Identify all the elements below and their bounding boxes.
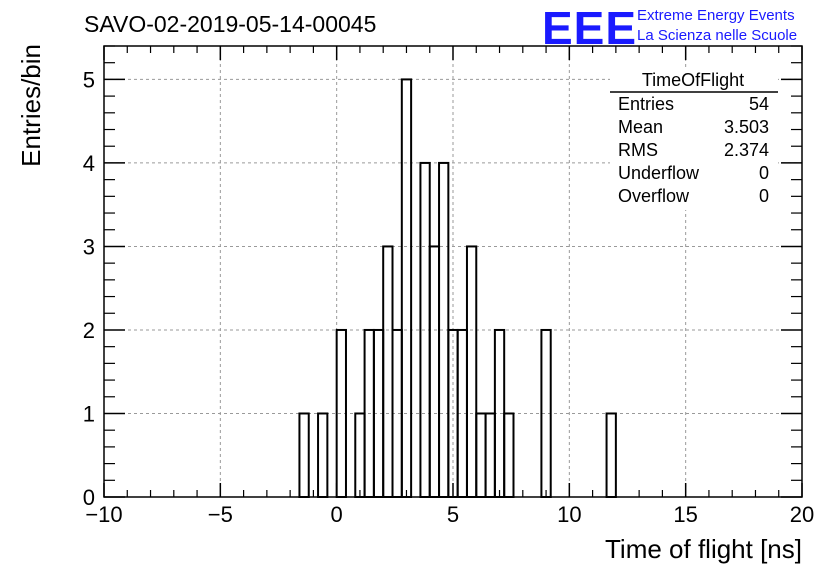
stats-row-label: Mean	[618, 117, 663, 137]
x-tick-label: −5	[208, 502, 233, 527]
histogram-bar	[354, 412, 366, 498]
histogram-bar	[475, 412, 487, 498]
histogram-bar	[428, 245, 441, 498]
histogram-bar	[503, 412, 515, 498]
stats-row-label: RMS	[618, 140, 658, 160]
histogram-bars	[298, 78, 617, 498]
y-tick-label: 5	[83, 67, 95, 92]
x-tick-label: 20	[790, 502, 814, 527]
logo-line-1: Extreme Energy Events	[637, 7, 795, 24]
stats-row-value: 0	[759, 186, 769, 206]
stats-row-label: Overflow	[618, 186, 690, 206]
histogram-bar	[400, 78, 413, 498]
stats-box: TimeOfFlight Entries 54 Mean 3.503 RMS 2.374 U…	[610, 69, 778, 210]
chart-title: SAVO-02-2019-05-14-00045	[84, 11, 376, 37]
stats-row-value: 2.374	[724, 140, 769, 160]
histogram-bar	[605, 412, 617, 498]
stats-row-label: Entries	[618, 94, 674, 114]
y-tick-label: 2	[83, 318, 95, 343]
x-tick-label: 10	[557, 502, 581, 527]
histogram-bar	[465, 245, 478, 498]
x-tick-label: 15	[673, 502, 697, 527]
x-tick-label: −10	[85, 502, 122, 527]
stats-row-value: 0	[759, 163, 769, 183]
histogram-bar	[382, 245, 394, 498]
stats-rows: Entries 54 Mean 3.503 RMS 2.374 Underflow 0 Over…	[618, 94, 769, 206]
stats-row-value: 54	[749, 94, 769, 114]
stats-title: TimeOfFlight	[642, 70, 744, 90]
stats-row-value: 3.503	[724, 117, 769, 137]
histogram-bar	[317, 412, 329, 498]
histogram-bar	[298, 412, 310, 498]
x-tick-label: 0	[331, 502, 343, 527]
x-tick-label: 5	[447, 502, 459, 527]
axis-tick-labels: −10 −5 0 5 10 15 20 0 1 2 3 4 5	[83, 67, 814, 527]
x-axis-label: Time of flight [ns]	[605, 534, 802, 564]
stats-row-label: Underflow	[618, 163, 700, 183]
y-tick-label: 4	[83, 151, 95, 176]
logo-line-2: La Scienza nelle Scuole	[637, 27, 797, 44]
eee-logo: EEE	[542, 2, 637, 54]
y-axis-label: Entries/bin	[16, 44, 46, 167]
y-tick-label: 1	[83, 401, 95, 426]
axis-ticks	[103, 45, 803, 498]
y-tick-label: 3	[83, 234, 95, 259]
histogram-bar	[484, 412, 496, 498]
y-tick-label: 0	[83, 485, 95, 510]
